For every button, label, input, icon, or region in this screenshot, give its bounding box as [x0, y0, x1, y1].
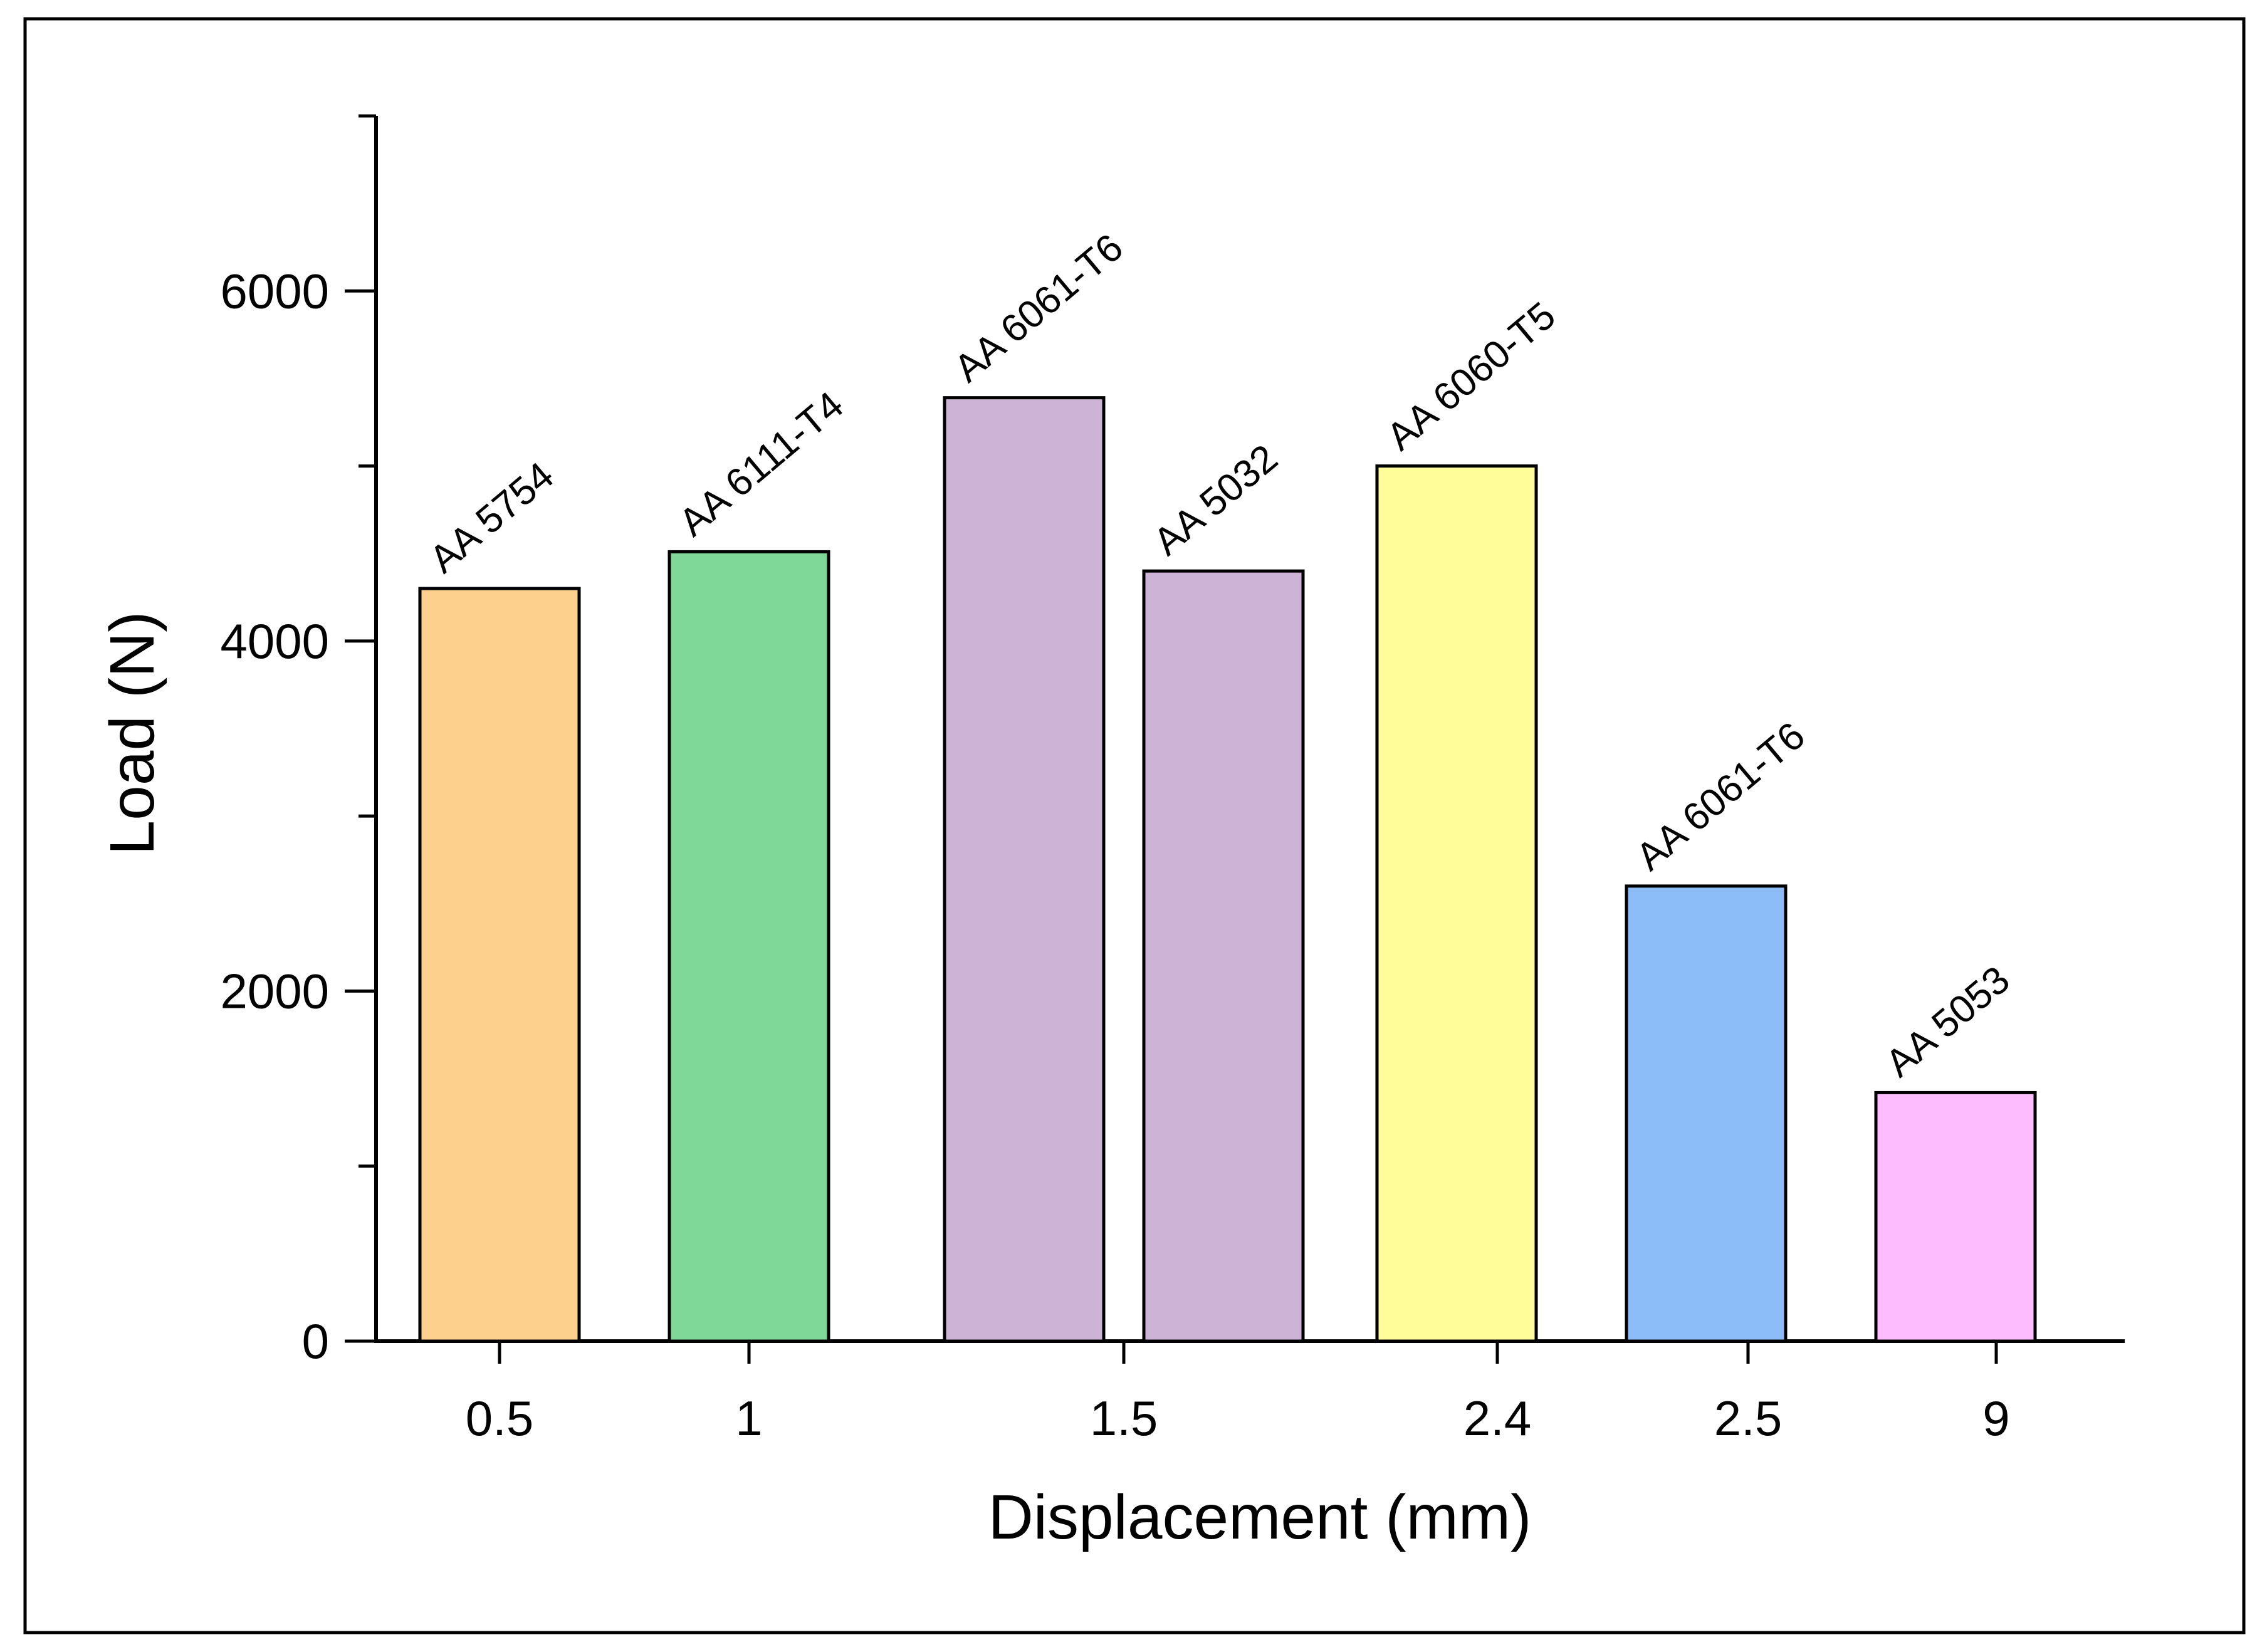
bar — [943, 396, 1106, 1343]
y-tick-label: 6000 — [220, 263, 329, 318]
y-axis: 0 2000 4000 6000 — [220, 114, 378, 1369]
bar-label: AA 6061-T6 — [1628, 714, 1813, 879]
y-tick-label: 4000 — [220, 614, 329, 669]
x-tick-label: 9 — [1982, 1391, 2009, 1446]
bar — [418, 587, 581, 1343]
x-tick-label: 2.4 — [1463, 1391, 1531, 1446]
bar — [668, 550, 830, 1343]
bar-label: AA 5032 — [1146, 436, 1286, 564]
x-tick-label: 2.5 — [1714, 1391, 1782, 1446]
y-tick-label: 0 — [302, 1314, 329, 1369]
bar-label: AA 6111-T4 — [671, 384, 852, 545]
bar — [1874, 1090, 2037, 1343]
x-tick-label: 0.5 — [466, 1391, 533, 1446]
bar — [1375, 464, 1538, 1343]
x-axis-title: Displacement (mm) — [988, 1482, 1532, 1552]
x-axis: 0.5 1 1.5 2.4 2.5 9 — [374, 1339, 2125, 1446]
bar-label: AA 6061-T6 — [946, 226, 1131, 390]
bar-label: AA 6060-T5 — [1379, 294, 1564, 459]
x-tick-label: 1.5 — [1090, 1391, 1158, 1446]
y-tick-label: 2000 — [220, 963, 329, 1018]
bar — [1142, 569, 1305, 1343]
bar-label: AA 5053 — [1878, 958, 2018, 1086]
bar-label: AA 5754 — [422, 454, 562, 582]
bar — [1625, 884, 1788, 1343]
y-axis-title: Load (N) — [97, 611, 167, 855]
x-tick-label: 1 — [735, 1391, 762, 1446]
figure-frame — [23, 17, 2246, 1634]
